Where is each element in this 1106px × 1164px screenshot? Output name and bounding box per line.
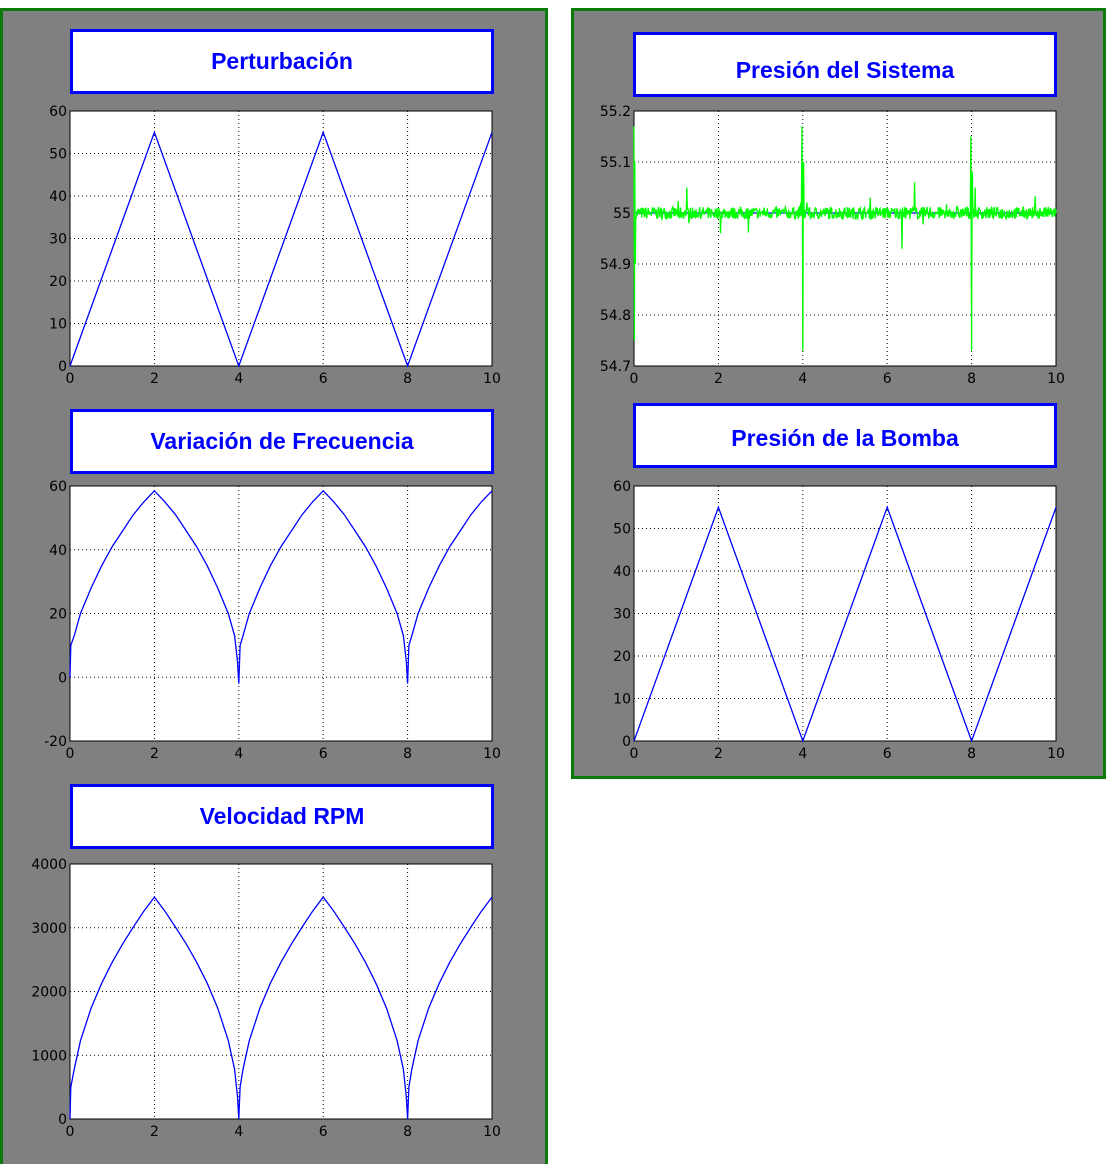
variacion-frecuencia-xtick-label: 6 <box>319 746 328 762</box>
velocidad-rpm-ytick-label: 0 <box>58 1112 67 1128</box>
presion-bomba-ytick-label: 40 <box>613 564 631 580</box>
presion-bomba-title: Presión de la Bomba <box>633 403 1057 468</box>
presion-sistema-series-1 <box>633 126 1057 351</box>
presion-bomba-ytick-label: 10 <box>613 692 631 708</box>
variacion-frecuencia-ytick-label: 0 <box>58 670 67 686</box>
presion-bomba-series-0 <box>633 505 1057 743</box>
perturbacion-title: Perturbación <box>70 29 494 94</box>
presion-sistema-xtick-label: 2 <box>714 371 723 387</box>
variacion-frecuencia-ytick-label: 40 <box>49 543 67 559</box>
velocidad-rpm-xtick-label: 0 <box>66 1124 75 1140</box>
velocidad-rpm-ytick-label: 4000 <box>31 857 67 873</box>
variacion-frecuencia-axes <box>69 485 493 742</box>
presion-bomba-ytick-label: 0 <box>622 734 631 750</box>
perturbacion-xtick-label: 0 <box>66 371 75 387</box>
perturbacion-ytick-label: 20 <box>49 274 67 290</box>
presion-sistema-axes <box>633 110 1057 367</box>
variacion-frecuencia-series-0 <box>69 489 493 684</box>
presion-sistema-ytick-label: 54.7 <box>600 359 631 375</box>
presion-sistema-ytick-label: 54.9 <box>600 257 631 273</box>
presion-sistema-title: Presión del Sistema <box>633 32 1057 97</box>
perturbacion-ytick-label: 0 <box>58 359 67 375</box>
velocidad-rpm-xtick-label: 10 <box>483 1124 501 1140</box>
variacion-frecuencia-xtick-label: 0 <box>66 746 75 762</box>
presion-sistema-xtick-label: 6 <box>883 371 892 387</box>
presion-sistema-ytick-label: 55.2 <box>600 104 631 120</box>
presion-sistema-xtick-label: 10 <box>1047 371 1065 387</box>
presion-bomba-ytick-label: 60 <box>613 479 631 495</box>
presion-bomba-xtick-label: 6 <box>883 746 892 762</box>
velocidad-rpm-series-0 <box>69 896 493 1120</box>
presion-bomba-xtick-label: 10 <box>1047 746 1065 762</box>
presion-sistema-ytick-label: 55.1 <box>600 155 631 171</box>
perturbacion-ytick-label: 10 <box>49 317 67 333</box>
presion-sistema-ytick-label: 55 <box>613 206 631 222</box>
velocidad-rpm-xtick-label: 2 <box>150 1124 159 1140</box>
presion-sistema-ytick-label: 54.8 <box>600 308 631 324</box>
velocidad-rpm-xtick-label: 6 <box>319 1124 328 1140</box>
perturbacion-ytick-label: 30 <box>49 232 67 248</box>
variacion-frecuencia-xtick-label: 10 <box>483 746 501 762</box>
velocidad-rpm-ytick-label: 2000 <box>31 985 67 1001</box>
presion-bomba-ytick-label: 50 <box>613 522 631 538</box>
perturbacion-xtick-label: 6 <box>319 371 328 387</box>
variacion-frecuencia-ytick-label: -20 <box>44 734 67 750</box>
variacion-frecuencia-ytick-label: 60 <box>49 479 67 495</box>
velocidad-rpm-ytick-label: 3000 <box>31 921 67 937</box>
perturbacion-ytick-label: 60 <box>49 104 67 120</box>
variacion-frecuencia-xtick-label: 8 <box>403 746 412 762</box>
velocidad-rpm-xtick-label: 4 <box>234 1124 243 1140</box>
presion-sistema-xtick-label: 0 <box>630 371 639 387</box>
variacion-frecuencia-ytick-label: 20 <box>49 607 67 623</box>
presion-sistema-xtick-label: 4 <box>798 371 807 387</box>
perturbacion-xtick-label: 2 <box>150 371 159 387</box>
presion-bomba-axes <box>633 485 1057 742</box>
velocidad-rpm-xtick-label: 8 <box>403 1124 412 1140</box>
perturbacion-xtick-label: 10 <box>483 371 501 387</box>
presion-bomba-xtick-label: 8 <box>967 746 976 762</box>
perturbacion-ytick-label: 40 <box>49 189 67 205</box>
velocidad-rpm-title: Velocidad RPM <box>70 784 494 849</box>
perturbacion-series-0 <box>69 130 493 368</box>
presion-sistema-xtick-label: 8 <box>967 371 976 387</box>
perturbacion-axes <box>69 110 493 367</box>
presion-bomba-ytick-label: 20 <box>613 649 631 665</box>
velocidad-rpm-ytick-label: 1000 <box>31 1048 67 1064</box>
perturbacion-xtick-label: 4 <box>234 371 243 387</box>
perturbacion-ytick-label: 50 <box>49 147 67 163</box>
variacion-frecuencia-title: Variación de Frecuencia <box>70 409 494 474</box>
velocidad-rpm-axes <box>69 863 493 1120</box>
presion-bomba-xtick-label: 0 <box>630 746 639 762</box>
presion-bomba-xtick-label: 2 <box>714 746 723 762</box>
presion-bomba-ytick-label: 30 <box>613 607 631 623</box>
presion-bomba-xtick-label: 4 <box>798 746 807 762</box>
variacion-frecuencia-xtick-label: 2 <box>150 746 159 762</box>
perturbacion-xtick-label: 8 <box>403 371 412 387</box>
variacion-frecuencia-xtick-label: 4 <box>234 746 243 762</box>
